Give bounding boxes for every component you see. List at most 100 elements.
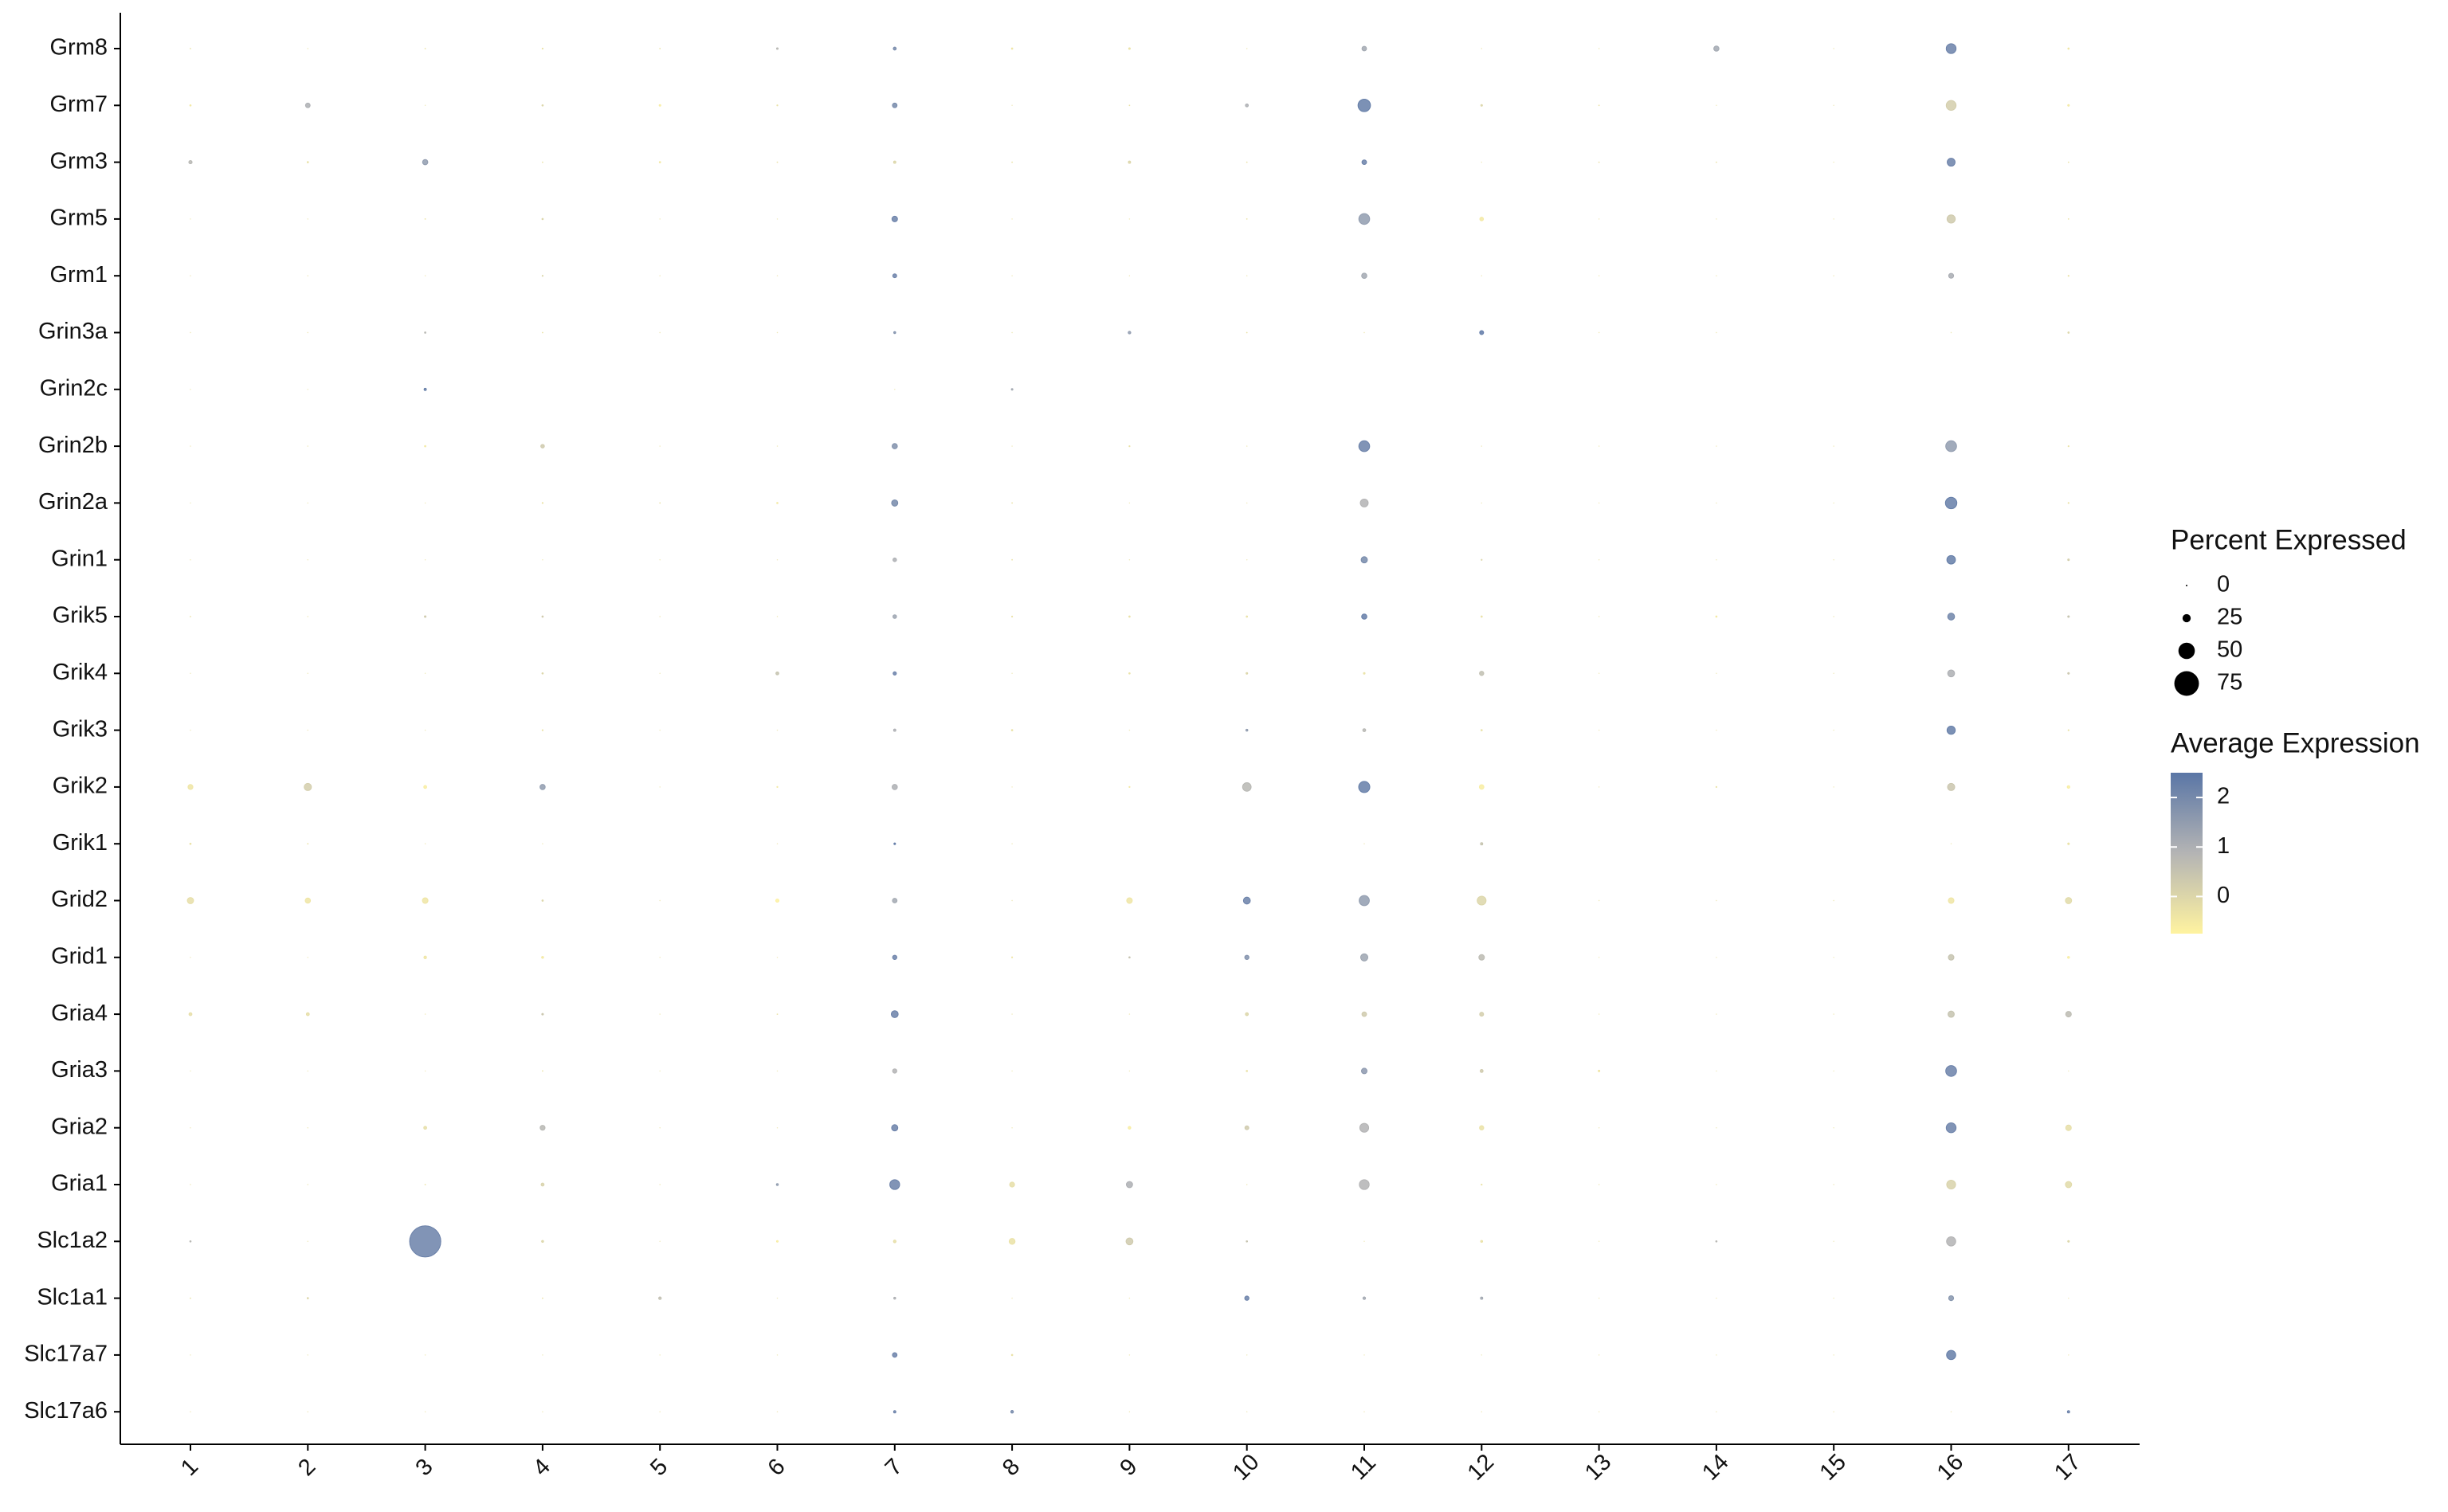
dot: [1715, 615, 1718, 618]
y-tick-label: Grm7: [50, 92, 108, 117]
dot: [424, 331, 426, 334]
x-tick-label: 9: [1115, 1454, 1142, 1481]
dot: [423, 955, 427, 959]
dot: [892, 1240, 896, 1244]
dot: [1128, 160, 1132, 164]
dot: [306, 1297, 309, 1299]
dot: [1946, 725, 1956, 735]
colorbar-label: 1: [2217, 833, 2230, 859]
dot: [892, 614, 897, 619]
dot: [540, 444, 545, 449]
dot: [1480, 842, 1484, 846]
dot: [1010, 388, 1014, 391]
dot: [1011, 161, 1014, 163]
dot: [1010, 729, 1014, 731]
dot: [304, 897, 312, 904]
dot: [1008, 1238, 1016, 1245]
dot: [2067, 217, 2069, 220]
y-tick-label: Slc1a1: [37, 1284, 108, 1310]
dot: [1009, 1181, 1015, 1188]
dot: [1244, 1295, 1250, 1301]
dot: [539, 784, 546, 790]
dot: [1360, 1067, 1368, 1075]
dot: [1946, 554, 1956, 565]
color-legend-title: Average Expression: [2171, 727, 2420, 758]
dot: [1359, 895, 1370, 907]
dot: [305, 1012, 310, 1016]
dot: [1363, 672, 1366, 675]
dot: [1246, 1240, 1249, 1243]
y-tick-label: Grm8: [50, 35, 108, 61]
dot: [1945, 440, 1957, 452]
dot: [2067, 104, 2070, 107]
y-tick-label: Grik2: [53, 774, 108, 799]
dot: [1944, 496, 1958, 510]
dot: [540, 1182, 545, 1187]
dot: [409, 1225, 441, 1258]
dot: [2067, 615, 2070, 618]
dot: [1128, 104, 1131, 107]
y-tick-label: Grik5: [53, 603, 108, 629]
dot: [892, 728, 896, 732]
x-tick-label: 11: [1346, 1450, 1381, 1485]
dot: [892, 671, 897, 676]
dot: [541, 217, 544, 221]
dot: [1479, 330, 1485, 335]
x-tick-label: 2: [293, 1454, 320, 1481]
dot: [2067, 956, 2070, 959]
dot: [306, 161, 309, 163]
dot: [2067, 331, 2070, 334]
dot: [892, 1410, 896, 1414]
size-legend-dot: [2178, 642, 2195, 660]
dot: [1362, 728, 1367, 732]
dot: [189, 842, 192, 845]
dot: [2067, 1240, 2070, 1243]
dot: [1246, 1070, 1249, 1072]
dot: [2065, 1181, 2073, 1189]
dot: [892, 160, 896, 164]
y-tick-label: Grik3: [53, 716, 108, 742]
x-tick-label: 8: [998, 1454, 1025, 1481]
dot: [1713, 45, 1720, 52]
x-tick-label: 15: [1815, 1449, 1851, 1485]
dot: [422, 897, 429, 904]
y-tick-label: Grm3: [50, 148, 108, 174]
dot: [2066, 785, 2070, 789]
dot: [1010, 615, 1014, 618]
dot: [890, 1010, 899, 1018]
dot: [1598, 1069, 1601, 1072]
dot: [1246, 217, 1248, 220]
dot: [1125, 1181, 1133, 1189]
dot: [1242, 896, 1251, 905]
dot: [1479, 671, 1485, 676]
y-tick-label: Grm5: [50, 206, 108, 231]
x-tick-label: 1: [176, 1454, 203, 1481]
dot: [1246, 615, 1249, 618]
dot: [891, 499, 899, 507]
y-tick-label: Slc17a7: [24, 1342, 108, 1367]
dot: [541, 1240, 544, 1244]
dot: [891, 215, 898, 222]
dot: [1481, 1183, 1483, 1186]
dot: [1715, 1240, 1718, 1243]
y-tick-label: Gria3: [51, 1057, 108, 1083]
x-tick-label: 16: [1932, 1449, 1968, 1485]
colorbar-label: 2: [2217, 784, 2230, 809]
colorbar: [2171, 773, 2203, 934]
dot: [1128, 1126, 1132, 1130]
dot: [541, 899, 544, 902]
dot: [1947, 613, 1956, 621]
dot: [541, 672, 544, 675]
dot: [1946, 1236, 1956, 1247]
dot: [1245, 103, 1250, 108]
x-tick-label: 3: [411, 1454, 438, 1481]
dot: [1948, 897, 1955, 904]
dot: [2067, 47, 2070, 50]
dot: [1128, 445, 1131, 448]
dot: [776, 785, 779, 789]
dot: [1478, 784, 1485, 790]
dot: [1948, 1010, 1955, 1018]
dot: [658, 161, 661, 163]
dot: [1011, 558, 1014, 561]
dot: [1359, 1179, 1370, 1190]
